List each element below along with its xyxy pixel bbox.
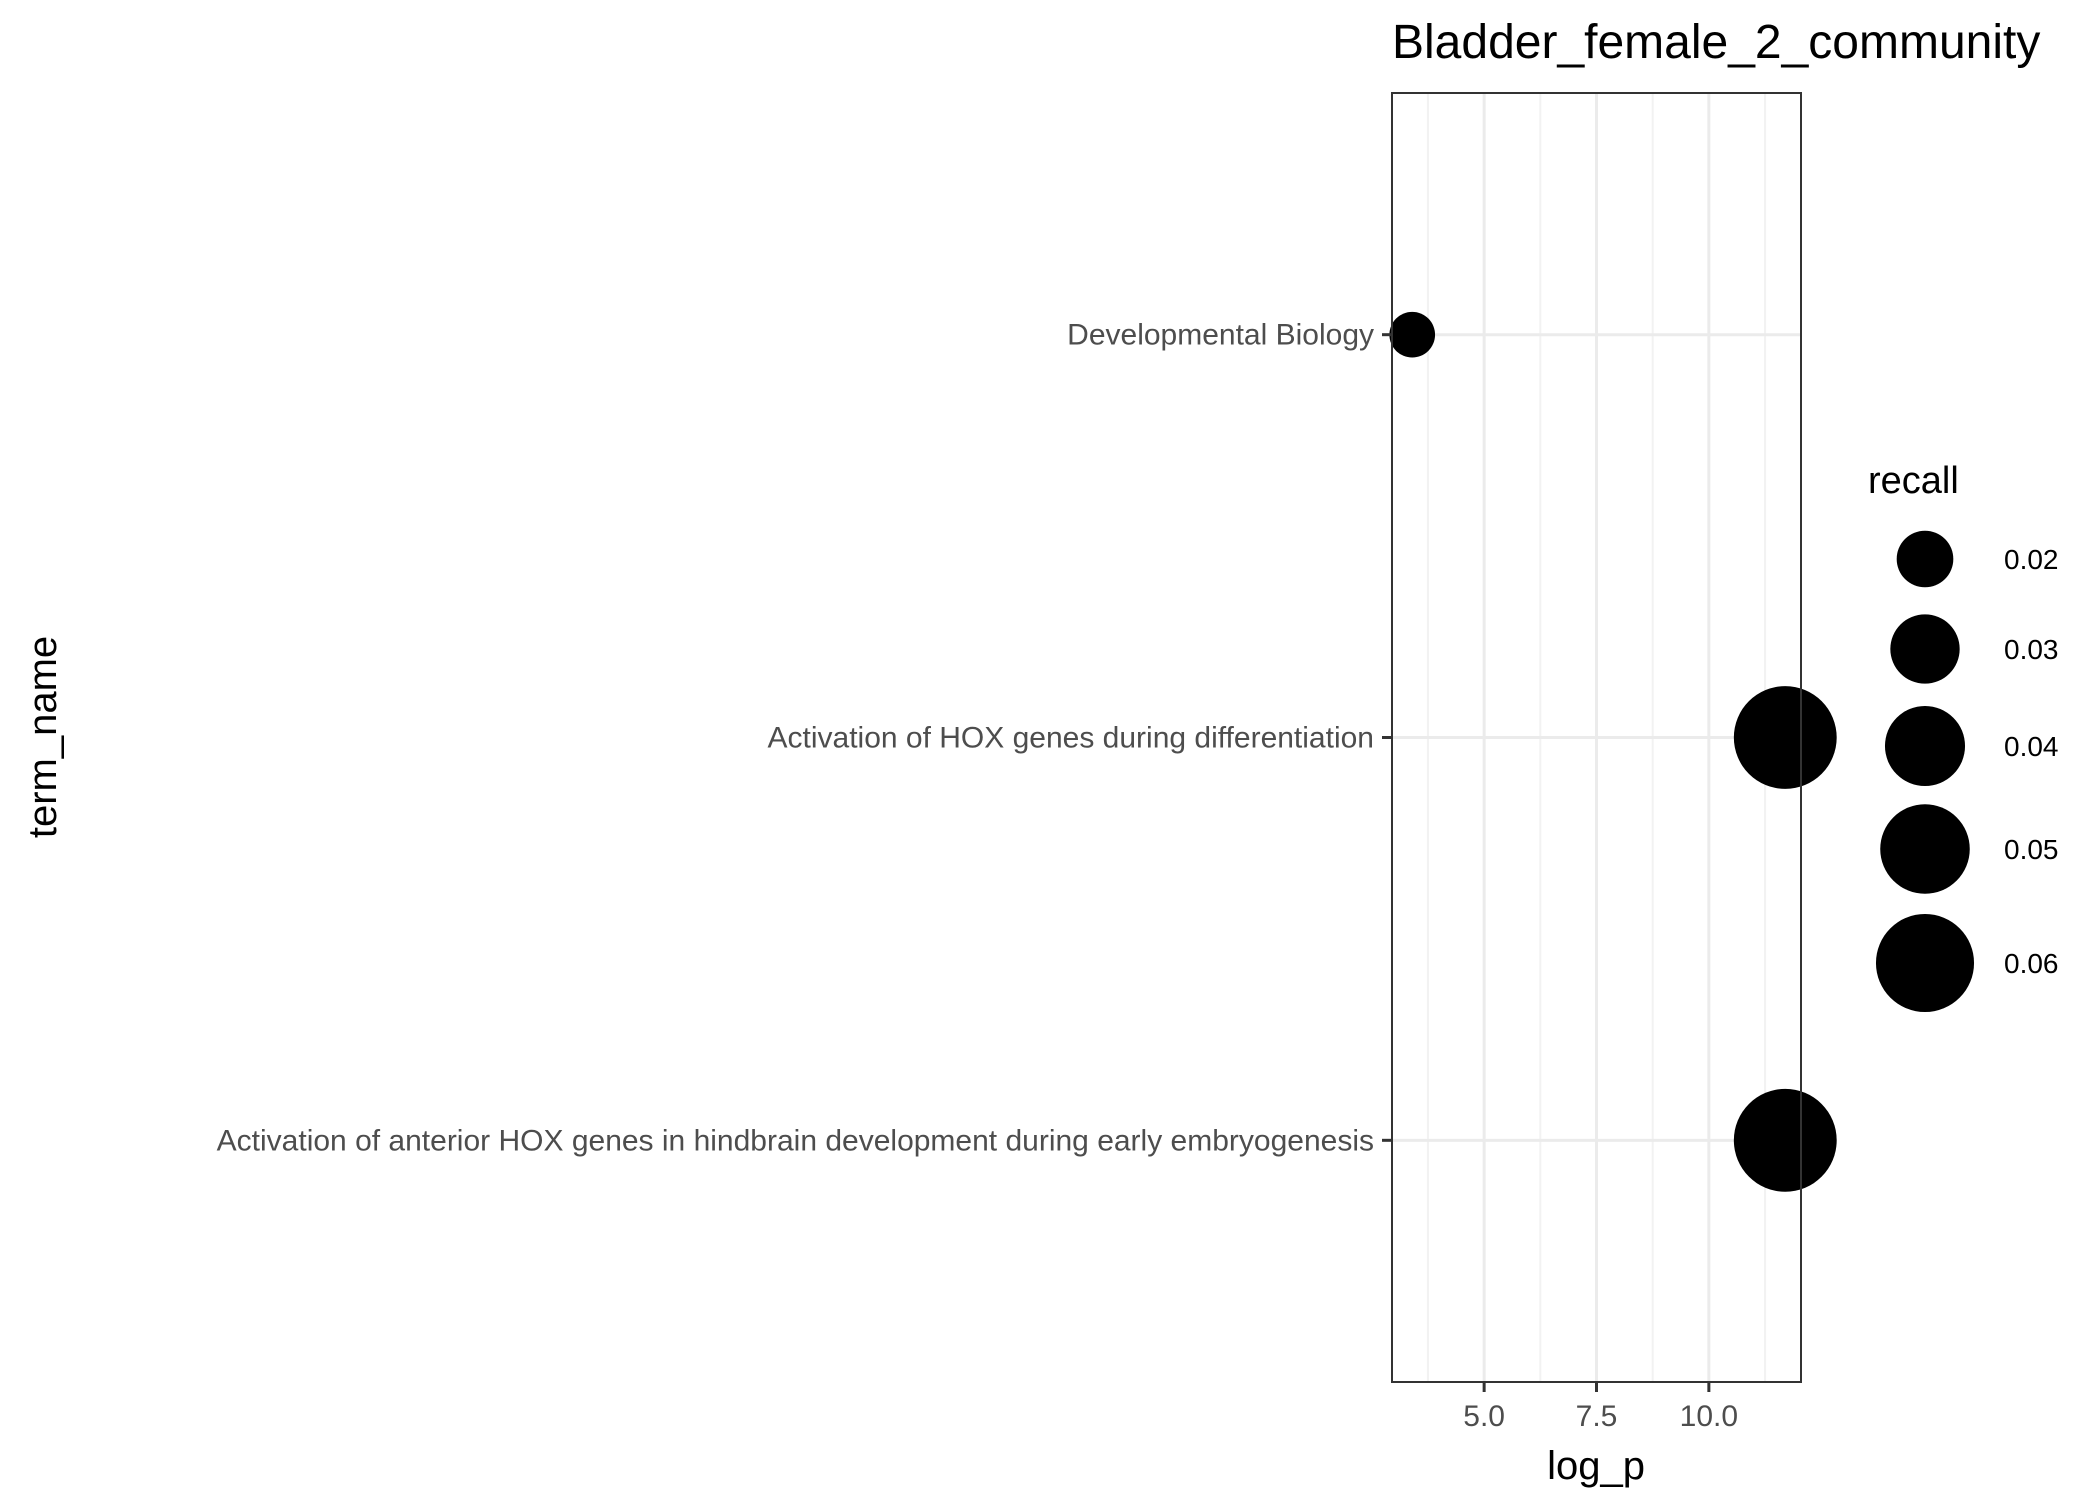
size-legend: recall 0.02 0.03 0.04 0.05 0.06 xyxy=(1868,460,2059,1013)
data-point xyxy=(1733,1088,1837,1192)
x-axis-title: log_p xyxy=(1547,1444,1645,1488)
plot-panel xyxy=(1389,92,1837,1383)
legend-key xyxy=(1890,614,1960,684)
legend-key xyxy=(1880,804,1970,894)
y-tick-label: Developmental Biology xyxy=(1067,319,1374,352)
x-tick-label: 10.0 xyxy=(1680,1400,1738,1433)
data-points xyxy=(1389,311,1837,1192)
y-axis: Activation of anterior HOX genes in hind… xyxy=(217,319,1392,1157)
legend-label: 0.04 xyxy=(2004,731,2059,762)
x-tick-label: 5.0 xyxy=(1463,1400,1505,1433)
legend-label: 0.03 xyxy=(2004,634,2059,665)
y-tick-label: Activation of anterior HOX genes in hind… xyxy=(217,1124,1374,1157)
legend-title: recall xyxy=(1868,460,1959,502)
data-point xyxy=(1389,311,1436,358)
chart-title: Bladder_female_2_community xyxy=(1392,16,2040,69)
major-gridlines xyxy=(1392,93,1801,1382)
y-tick-label: Activation of HOX genes during different… xyxy=(768,722,1374,755)
legend-label: 0.05 xyxy=(2004,834,2059,865)
legend-key xyxy=(1875,913,1975,1013)
legend-key xyxy=(1896,530,1954,588)
x-axis: 5.0 7.5 10.0 xyxy=(1463,1382,1738,1433)
legend-label: 0.06 xyxy=(2004,948,2059,979)
y-axis-title: term_name xyxy=(21,636,65,838)
legend-label: 0.02 xyxy=(2004,544,2059,575)
data-point xyxy=(1733,686,1837,789)
x-tick-label: 7.5 xyxy=(1576,1400,1618,1433)
legend-key xyxy=(1884,705,1966,787)
